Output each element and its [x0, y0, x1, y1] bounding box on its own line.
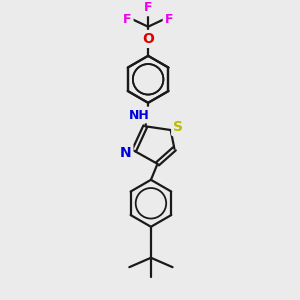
Text: S: S [173, 120, 183, 134]
Text: F: F [123, 13, 132, 26]
Text: F: F [164, 13, 173, 26]
Text: O: O [142, 32, 154, 46]
Text: F: F [144, 2, 152, 14]
Text: N: N [120, 146, 131, 160]
Text: NH: NH [129, 109, 150, 122]
